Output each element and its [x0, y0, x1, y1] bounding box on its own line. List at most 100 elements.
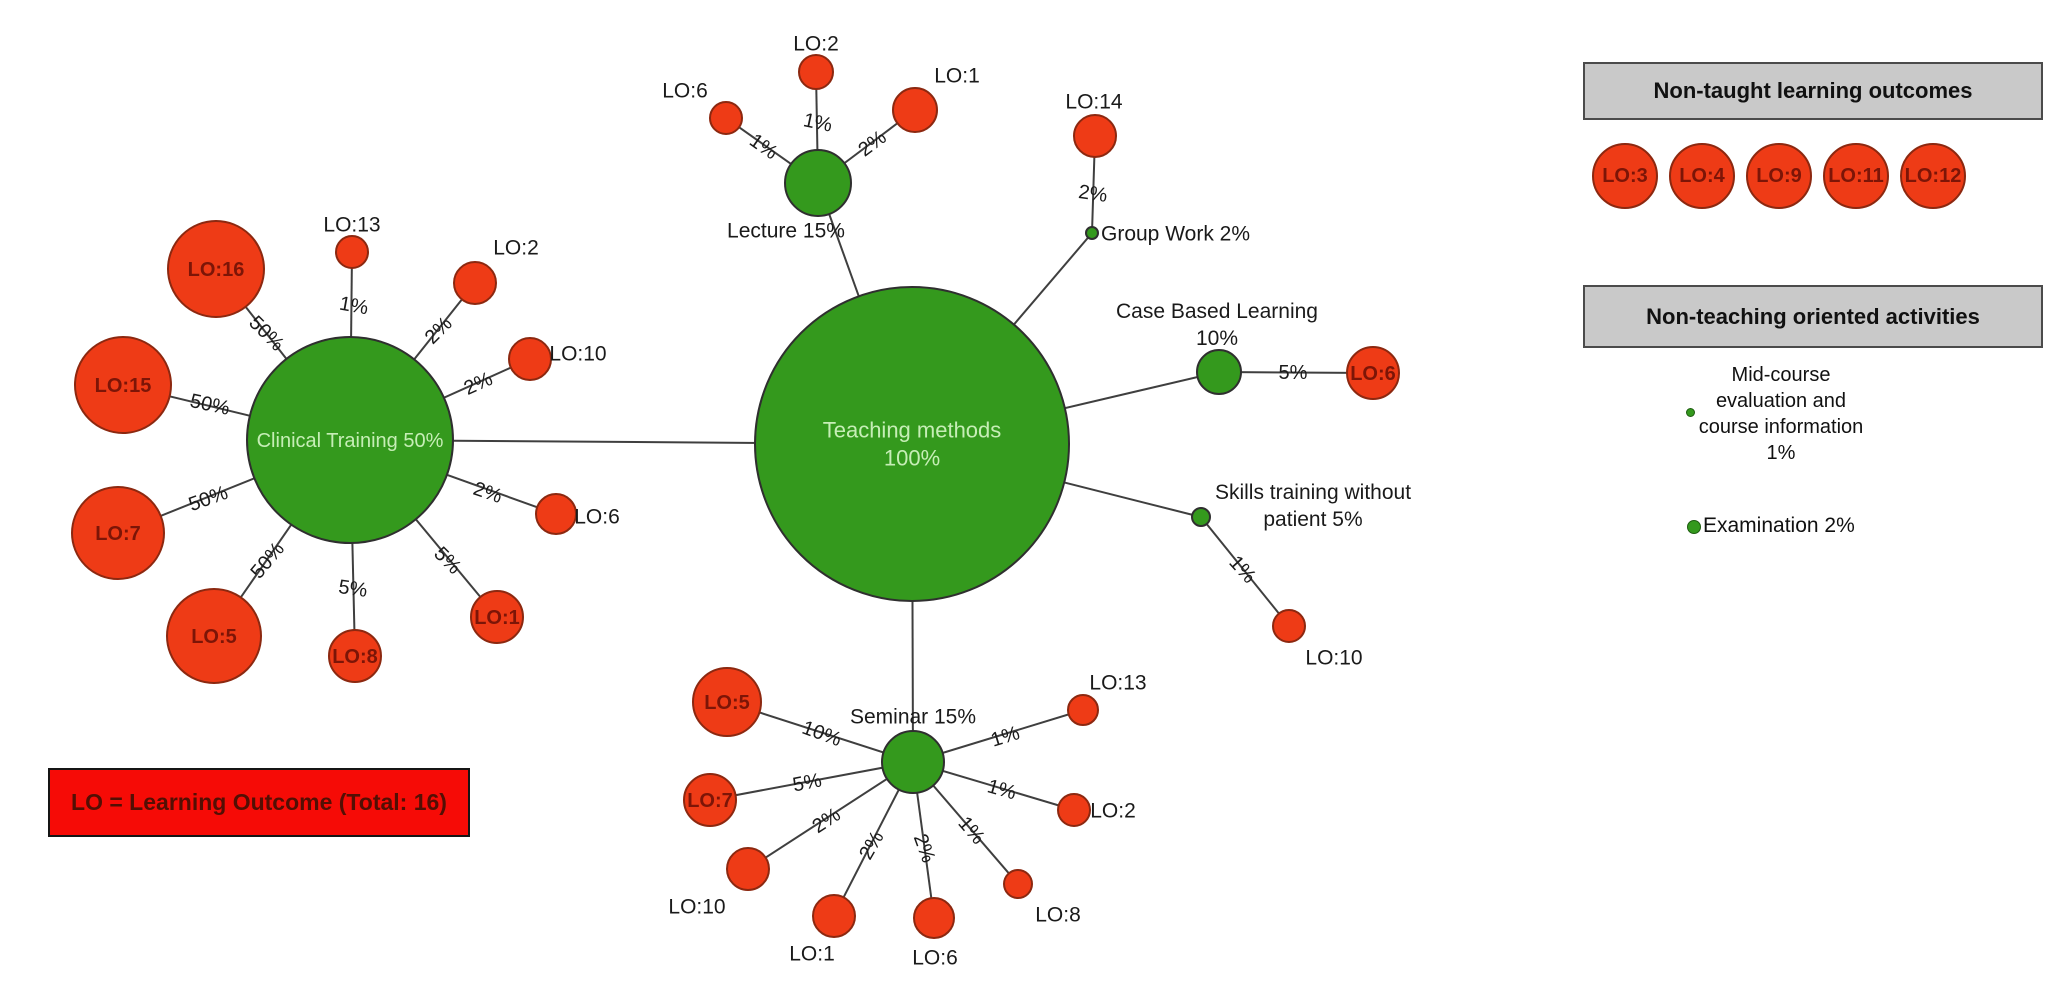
midcourse-line-1: Mid-course: [1731, 364, 1831, 386]
outcome-chip-lo4-label: LO:4: [1679, 164, 1725, 187]
outcome-chip-lo9-label: LO:9: [1756, 164, 1802, 187]
node-sem_lo2: [1057, 793, 1091, 827]
label-ct_lo2: LO:2: [493, 236, 539, 259]
label-ct_lo6: LO:6: [574, 505, 620, 528]
node-st: [1191, 507, 1211, 527]
node-ct_lo13: [335, 235, 369, 269]
label-lecture: Lecture 15%: [727, 219, 845, 242]
label-gw: Group Work 2%: [1101, 222, 1250, 245]
edge-label-ct-ct_lo8: 5%: [337, 576, 369, 602]
label-sem_lo7: LO:7: [687, 790, 733, 812]
label-ct_lo8: LO:8: [332, 646, 378, 668]
edge-sem-sem_lo7: [709, 761, 914, 801]
edge-label-ct-ct_lo5: 50%: [246, 538, 289, 583]
node-sem: [881, 730, 945, 794]
edge-label-ct-ct_lo13: 1%: [338, 293, 371, 320]
non-taught-outcomes-row: LO:3 LO:4 LO:9 LO:11 LO:12: [1592, 143, 1966, 209]
label-ct_lo1: LO:1: [474, 607, 520, 629]
label-tm: Teaching methods 100%: [823, 418, 1002, 471]
node-sem_lo7: [683, 773, 737, 827]
node-ct: [246, 336, 454, 544]
node-sem_lo1: [812, 894, 856, 938]
node-ct_lo1: [470, 590, 524, 644]
edge-label-ct-ct_lo6: 2%: [470, 478, 505, 508]
midcourse-line-2: evaluation and: [1715, 390, 1847, 412]
label-ct_lo10: LO:10: [549, 342, 606, 365]
edge-label-ct-ct_lo16: 50%: [244, 312, 288, 356]
label-sem_lo1: LO:1: [789, 942, 835, 965]
outcome-chip-lo3: LO:3: [1592, 143, 1658, 209]
edge-label-ct-ct_lo15: 50%: [188, 390, 232, 420]
outcome-chip-lo12-label: LO:12: [1904, 164, 1962, 187]
label-sem_lo10: LO:10: [668, 895, 725, 918]
non-taught-panel: Non-taught learning outcomes: [1583, 62, 2043, 120]
midcourse-line-3: course information: [1698, 416, 1864, 438]
node-ct_lo5: [166, 588, 262, 684]
label-ct: Clinical Training 50%: [257, 430, 444, 452]
midcourse-line-4: 1%: [1766, 442, 1796, 464]
edge-label-ct-ct_lo7: 50%: [186, 482, 231, 516]
outcome-chip-lo9: LO:9: [1746, 143, 1812, 209]
edge-st-st_lo10: [1200, 516, 1290, 627]
node-sem_lo6: [913, 897, 955, 939]
edge-label-sem-sem_lo6: 2%: [909, 831, 940, 866]
label-cbl_lo6: LO:6: [1350, 363, 1396, 385]
label-sem_lo6: LO:6: [912, 946, 958, 969]
non-taught-panel-title: Non-taught learning outcomes: [1653, 78, 1973, 103]
node-ct_lo6: [535, 493, 577, 535]
node-sem_lo8: [1003, 869, 1033, 899]
node-sem_lo10: [726, 847, 770, 891]
label-st: Skills training without patient 5%: [1215, 481, 1411, 531]
node-lec_lo1: [892, 87, 938, 133]
edge-label-gw-gw_lo14: 2%: [1077, 181, 1109, 207]
edge-label-lecture-lec_lo2: 1%: [801, 109, 834, 137]
node-gw: [1085, 226, 1099, 240]
label-cbl: Case Based Learning 10%: [1116, 300, 1318, 350]
label-ct_lo16: LO:16: [188, 259, 245, 281]
label-sem_lo8: LO:8: [1035, 903, 1081, 926]
label-ct_lo15: LO:15: [95, 375, 152, 397]
label-ct_lo5: LO:5: [191, 626, 237, 648]
outcome-chip-lo12: LO:12: [1900, 143, 1966, 209]
examination-label: Examination 2%: [1703, 514, 1855, 537]
node-cbl: [1196, 349, 1242, 395]
node-ct_lo15: [74, 336, 172, 434]
node-ct_lo7: [71, 486, 165, 580]
examination-dot-icon: [1687, 520, 1701, 534]
edge-label-ct-ct_lo10: 2%: [461, 368, 497, 400]
label-sem: Seminar 15%: [850, 705, 976, 728]
node-cbl_lo6: [1346, 346, 1400, 400]
non-teaching-panel: Non-teaching oriented activities: [1583, 285, 2043, 348]
edge-label-sem-sem_lo7: 5%: [791, 769, 824, 796]
midcourse-item: Mid-course evaluation and course informa…: [1656, 362, 1906, 466]
edge-label-sem-sem_lo2: 1%: [985, 775, 1019, 804]
node-ct_lo2: [453, 261, 497, 305]
edge-label-sem-sem_lo13: 1%: [988, 722, 1022, 752]
label-ct_lo13: LO:13: [323, 213, 380, 236]
outcome-chip-lo3-label: LO:3: [1602, 164, 1648, 187]
outcome-chip-lo4: LO:4: [1669, 143, 1735, 209]
lo-abbreviation-label: LO = Learning Outcome (Total: 16): [71, 789, 447, 815]
node-lecture: [784, 149, 852, 217]
label-ct_lo7: LO:7: [95, 523, 141, 545]
midcourse-dot-icon: [1686, 408, 1695, 417]
label-lec_lo6: LO:6: [662, 79, 708, 102]
label-sem_lo2: LO:2: [1090, 799, 1136, 822]
outcome-chip-lo11: LO:11: [1823, 143, 1889, 209]
label-sem_lo13: LO:13: [1089, 671, 1146, 694]
edge-label-sem-sem_lo5: 10%: [799, 717, 844, 751]
label-lec_lo2: LO:2: [793, 32, 839, 55]
label-lec_lo1: LO:1: [934, 64, 980, 87]
lo-abbreviation-box: LO = Learning Outcome (Total: 16): [48, 768, 470, 837]
outcome-chip-lo11-label: LO:11: [1828, 164, 1884, 187]
label-st_lo10: LO:10: [1305, 646, 1362, 669]
node-st_lo10: [1272, 609, 1306, 643]
label-gw_lo14: LO:14: [1065, 90, 1123, 113]
node-gw_lo14: [1073, 114, 1117, 158]
edge-label-sem-sem_lo1: 2%: [855, 827, 889, 863]
node-sem_lo5: [692, 667, 762, 737]
edge-sem-sem_lo10: [747, 761, 914, 870]
node-ct_lo16: [167, 220, 265, 318]
